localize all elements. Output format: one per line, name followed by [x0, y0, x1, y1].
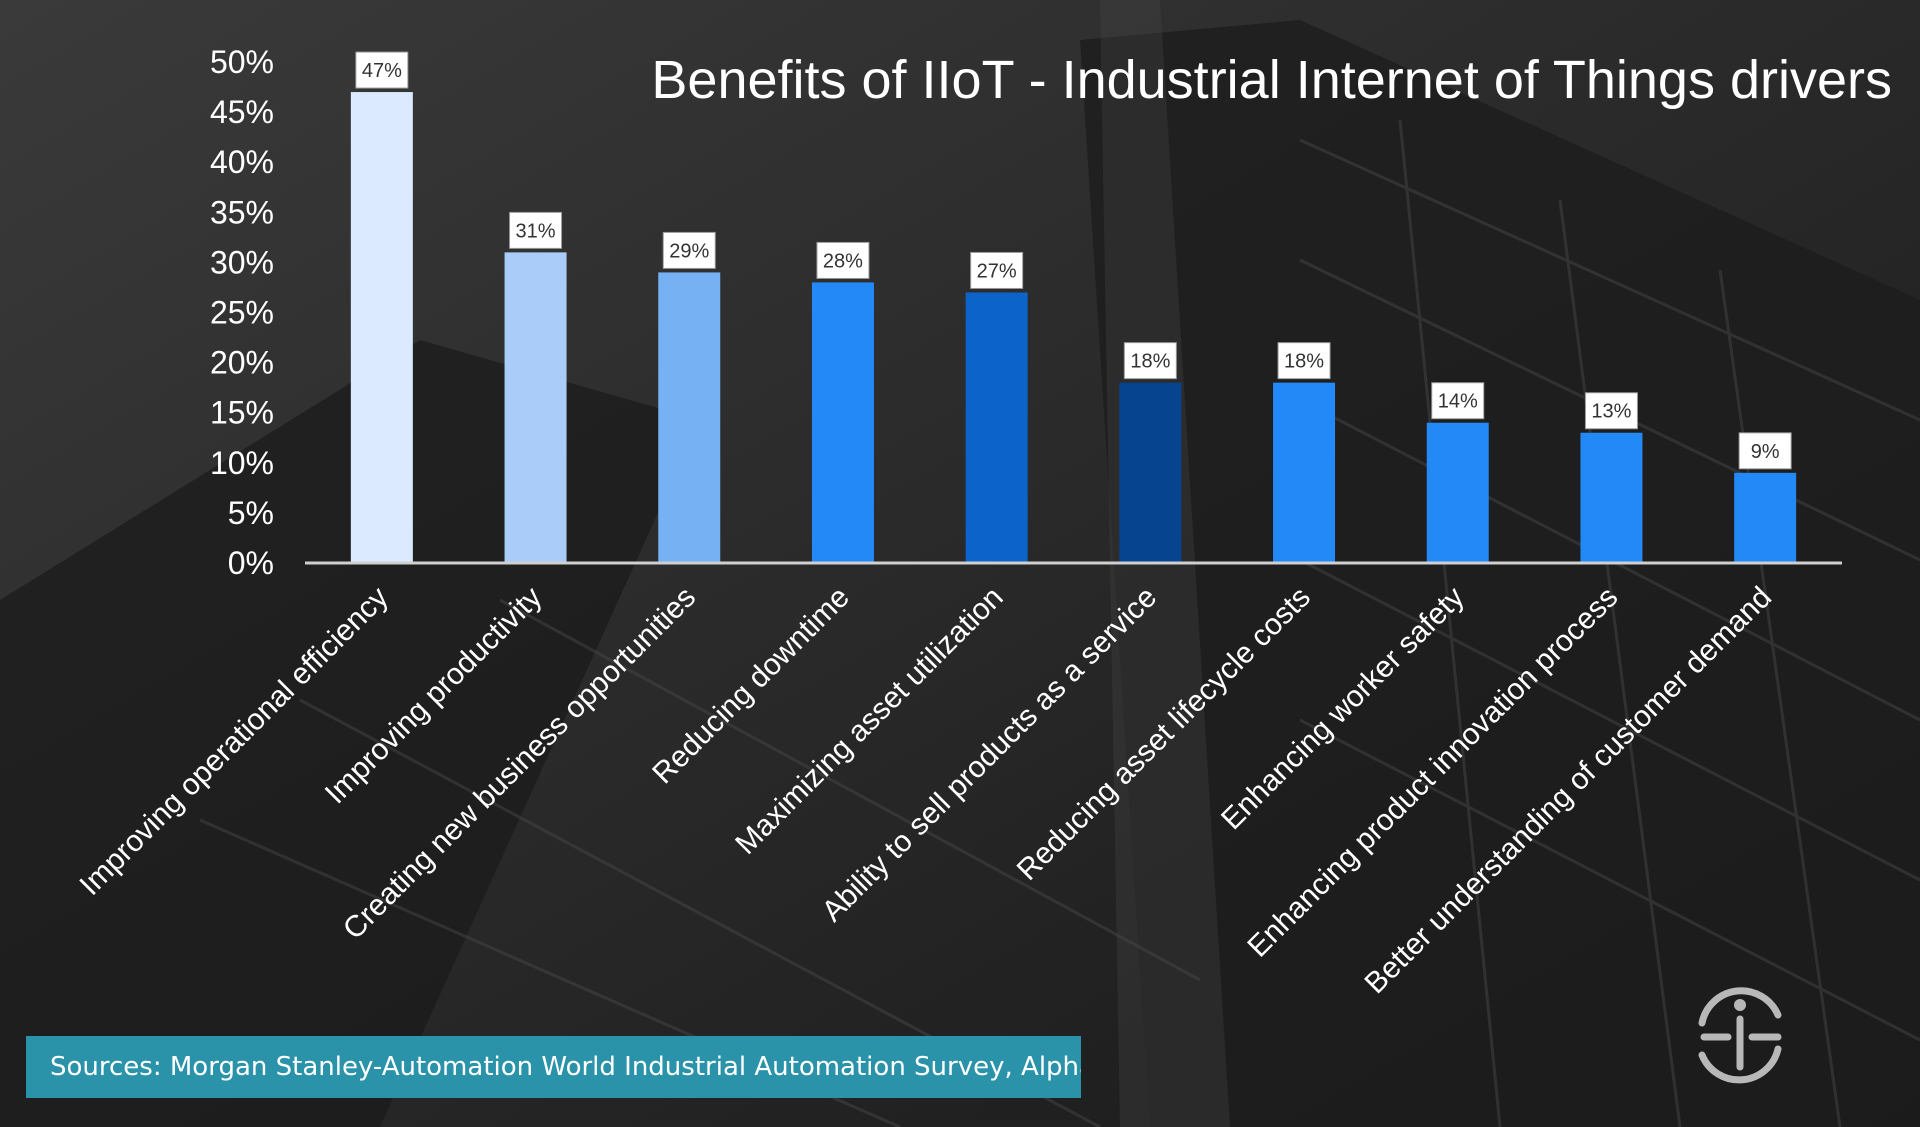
data-label: 29% — [669, 240, 709, 262]
data-label-box — [1738, 432, 1792, 470]
data-label-box — [662, 231, 716, 269]
source-banner: Sources: Morgan Stanley-Automation World… — [26, 1036, 1081, 1098]
x-tick-label: Reducing asset lifecycle costs — [1011, 581, 1317, 887]
bar — [1580, 432, 1643, 563]
data-labels: 47% 31% 29% 28% 27% 18% 18% 14% 13% 9% — [355, 51, 1792, 470]
data-label-box — [1277, 342, 1331, 380]
bars — [350, 92, 1797, 563]
y-tick-label: 35% — [210, 194, 274, 230]
data-label-box — [816, 241, 870, 279]
data-label: 9% — [1751, 441, 1780, 463]
bar — [1119, 382, 1182, 563]
y-tick-label: 45% — [210, 94, 274, 130]
data-label: 47% — [362, 60, 402, 82]
bar — [1426, 422, 1489, 563]
x-tick-label: Ability to sell products as a service — [816, 581, 1164, 929]
bar — [1734, 472, 1797, 563]
data-label: 31% — [516, 220, 556, 242]
data-label-box — [970, 251, 1024, 289]
y-tick-label: 5% — [228, 495, 274, 531]
data-label: 18% — [1284, 351, 1324, 373]
y-tick-label: 50% — [210, 44, 274, 80]
x-axis: Improving operational efficiencyImprovin… — [74, 581, 1779, 1001]
bar — [811, 282, 874, 563]
x-tick-label: Creating new business opportunities — [337, 581, 702, 946]
x-tick-label: Maximizing asset utilization — [729, 581, 1009, 861]
bar — [1273, 382, 1336, 563]
bar — [504, 252, 567, 563]
y-tick-label: 20% — [210, 345, 274, 381]
bar — [350, 92, 413, 563]
y-tick-label: 15% — [210, 395, 274, 431]
x-tick-label: Improving operational efficiency — [74, 581, 395, 902]
data-label-box — [355, 51, 409, 89]
data-label: 14% — [1438, 391, 1478, 413]
bar — [658, 272, 721, 563]
x-tick-label: Enhancing worker safety — [1215, 581, 1471, 837]
data-label: 27% — [977, 260, 1017, 282]
data-label-box — [509, 211, 563, 249]
y-tick-label: 0% — [228, 545, 274, 581]
data-label-box — [1584, 392, 1638, 430]
bar — [965, 292, 1028, 563]
y-tick-label: 30% — [210, 244, 274, 280]
y-tick-label: 25% — [210, 295, 274, 331]
y-tick-label: 10% — [210, 445, 274, 481]
si-logo-icon — [1698, 987, 1782, 1084]
data-label: 13% — [1591, 401, 1631, 423]
data-label-box — [1431, 382, 1485, 420]
data-label-box — [1123, 342, 1177, 380]
data-label: 18% — [1130, 351, 1170, 373]
y-tick-label: 40% — [210, 144, 274, 180]
data-label: 28% — [823, 250, 863, 272]
y-axis: 0% 5% 10% 15% 20% 25% 30% 35% 40% 45% 50% — [210, 44, 274, 581]
chart-title: Benefits of IIoT - Industrial Internet o… — [651, 50, 1892, 110]
